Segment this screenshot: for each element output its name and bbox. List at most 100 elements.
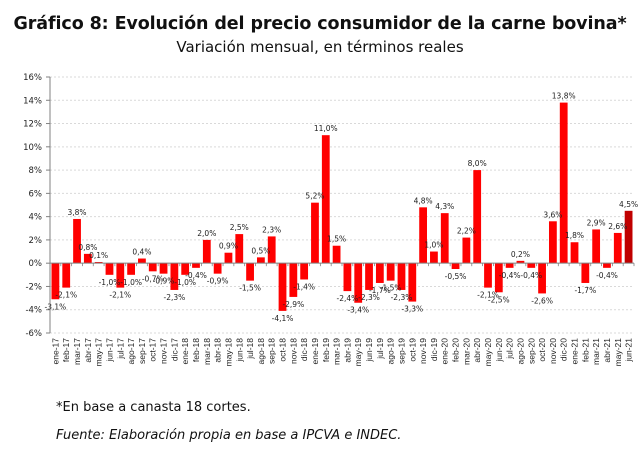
x-tick-label: ago-20 xyxy=(515,338,525,365)
x-tick-label: jul-20 xyxy=(505,338,515,360)
data-label: -2,3% xyxy=(391,293,413,302)
footnote: *En base a canasta 18 cortes. xyxy=(56,400,251,415)
x-axis-ticks: ene-17 feb-17 mar-17 abr-17 may-17 jun-17 jul-… xyxy=(50,338,633,367)
x-tick-label: sep-17 xyxy=(137,338,147,364)
bar xyxy=(462,237,471,264)
bar xyxy=(116,263,125,288)
bar xyxy=(51,263,60,300)
data-label: -1,5% xyxy=(239,284,261,293)
y-tick-label: -4% xyxy=(25,306,42,316)
data-label: 4,3% xyxy=(435,202,454,211)
bar xyxy=(354,263,363,303)
x-tick-label: dic-19 xyxy=(429,338,439,361)
y-axis-ticks: -6% -4% -2% 0% 2% 4% 6% 8% 10% 12% 14% 16% xyxy=(23,73,50,339)
bar xyxy=(62,263,71,288)
bar xyxy=(559,102,568,264)
x-tick-label: nov-20 xyxy=(548,338,558,364)
data-label: 0,4% xyxy=(132,248,151,257)
x-tick-label: abr-18 xyxy=(213,338,223,363)
x-tick-label: mar-18 xyxy=(202,338,212,365)
x-tick-label: mar-19 xyxy=(332,338,342,365)
data-label: -2,3% xyxy=(163,293,185,302)
x-tick-label: sep-19 xyxy=(396,338,406,364)
x-tick-label: feb-17 xyxy=(61,338,71,362)
bar xyxy=(94,262,103,264)
data-label: -0,4% xyxy=(596,271,618,280)
data-label: 2,6% xyxy=(608,222,627,231)
data-label: -1,0% xyxy=(174,278,196,287)
x-tick-label: jun-18 xyxy=(234,338,244,363)
data-label: -0,7% xyxy=(142,274,164,283)
data-label: -3,3% xyxy=(401,305,423,314)
x-tick-label: mar-20 xyxy=(461,338,471,365)
bar xyxy=(408,263,417,302)
bar xyxy=(592,229,601,264)
x-tick-label: jun-19 xyxy=(364,338,374,363)
data-label: 2,2% xyxy=(457,227,476,236)
x-tick-label: oct-19 xyxy=(407,338,417,362)
data-label: -3,4% xyxy=(347,306,369,315)
bar xyxy=(516,260,525,264)
bar xyxy=(397,263,406,290)
bar xyxy=(505,263,514,268)
x-tick-label: nov-18 xyxy=(288,338,298,364)
y-tick-label: 12% xyxy=(23,120,42,130)
y-tick-label: -6% xyxy=(25,329,42,339)
data-label: 0,8% xyxy=(78,243,97,252)
bar xyxy=(343,263,352,292)
data-label: -1,5% xyxy=(380,284,402,293)
y-tick-label: 0% xyxy=(29,259,43,269)
bar xyxy=(224,252,233,264)
bar xyxy=(127,263,136,275)
x-tick-label: jul-17 xyxy=(115,338,125,360)
bar xyxy=(213,263,222,274)
bar xyxy=(73,218,81,264)
x-tick-label: may-17 xyxy=(94,338,104,367)
data-label: -0,9% xyxy=(207,277,229,286)
bar xyxy=(138,258,146,264)
bar xyxy=(181,263,190,275)
data-label: -1,0% xyxy=(99,278,121,287)
data-label: 3,8% xyxy=(68,208,87,217)
bar xyxy=(430,251,438,264)
x-tick-label: ago-18 xyxy=(256,338,266,365)
bar xyxy=(246,263,254,281)
data-label: 1,8% xyxy=(565,231,584,240)
bar xyxy=(473,170,482,264)
data-label: -1,0% xyxy=(120,278,142,287)
x-tick-label: abr-20 xyxy=(472,338,482,363)
bar xyxy=(202,239,211,264)
x-tick-label: may-21 xyxy=(613,338,623,367)
data-label: 5,2% xyxy=(305,192,324,201)
bar xyxy=(581,263,590,283)
bar xyxy=(375,263,384,283)
bar xyxy=(192,263,200,268)
data-label: -2,9% xyxy=(282,300,304,309)
bar xyxy=(440,213,449,264)
bar xyxy=(613,232,622,264)
x-tick-label: feb-20 xyxy=(451,338,461,362)
data-label: 4,8% xyxy=(414,196,433,205)
bar xyxy=(419,207,428,264)
x-tick-label: dic-18 xyxy=(299,338,309,361)
x-tick-label: dic-17 xyxy=(169,338,179,361)
chart-title: Gráfico 8: Evolución del precio consumid… xyxy=(13,14,627,34)
x-tick-label: oct-17 xyxy=(148,338,158,362)
bar xyxy=(289,263,298,297)
data-label: 2,5% xyxy=(230,223,249,232)
x-tick-label: jun-17 xyxy=(104,338,114,363)
data-label: 1,5% xyxy=(327,235,346,244)
bar xyxy=(603,263,611,268)
y-tick-label: 8% xyxy=(29,166,43,176)
x-tick-label: abr-19 xyxy=(342,338,352,363)
data-label: 3,6% xyxy=(543,210,562,219)
data-label: 0,5% xyxy=(251,246,270,255)
x-tick-label: feb-19 xyxy=(321,338,331,362)
x-tick-label: mar-17 xyxy=(72,338,82,365)
x-tick-label: sep-18 xyxy=(267,338,277,364)
data-label: -2,4% xyxy=(337,294,359,303)
data-label: -2,1% xyxy=(109,291,131,300)
data-label: -1,7% xyxy=(369,286,391,295)
x-tick-label: ene-18 xyxy=(180,338,190,365)
x-tick-label: ene-21 xyxy=(570,338,580,365)
